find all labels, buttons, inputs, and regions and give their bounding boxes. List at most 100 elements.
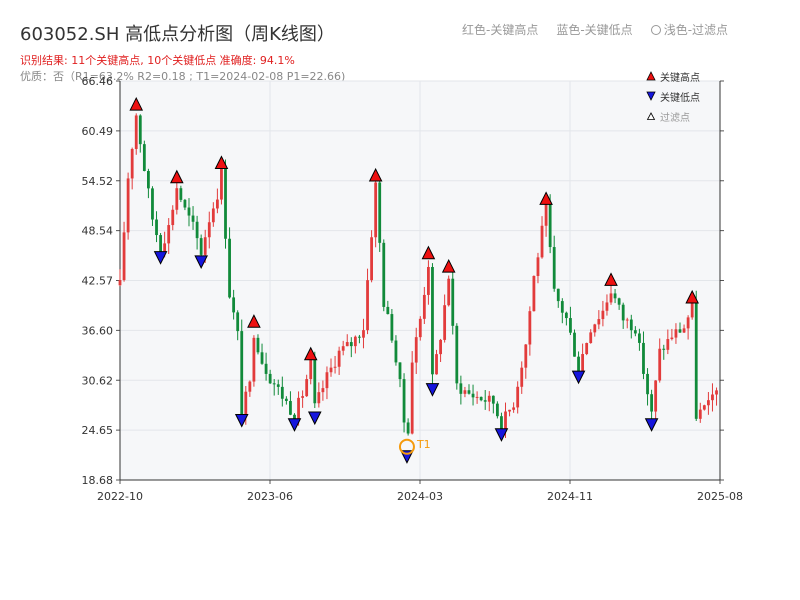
candle-body — [698, 409, 702, 419]
y-tick-label: 42.57 — [82, 275, 114, 288]
candle-body — [520, 367, 524, 387]
candle-body — [552, 247, 556, 289]
key-high-marker — [685, 289, 699, 304]
candle-body — [585, 343, 589, 355]
candle-body — [467, 390, 471, 394]
candle-body — [475, 396, 479, 398]
legend-high-note: 红色-关键高点 — [462, 23, 539, 37]
candle-body — [406, 422, 410, 434]
candle-body — [694, 301, 698, 419]
candle-body — [593, 324, 597, 333]
candle-body — [646, 373, 649, 395]
key-high-marker — [214, 155, 229, 170]
candle-body — [203, 237, 207, 255]
candle-body — [414, 337, 418, 363]
candle-body — [378, 182, 382, 243]
candle-body — [272, 383, 276, 385]
candle-body — [508, 409, 511, 412]
candle-body — [236, 312, 240, 332]
red-triangle-up-icon — [646, 71, 656, 81]
candle-body — [232, 297, 236, 313]
legend-item-high: 关键高点 — [646, 66, 700, 86]
candle-body — [142, 144, 146, 171]
candle-body — [544, 202, 548, 226]
candle-body — [199, 238, 203, 255]
legend-high-label: 关键高点 — [660, 72, 700, 84]
legend-low-note: 蓝色-关键低点 — [556, 23, 633, 37]
candle-body — [155, 219, 158, 236]
y-tick-label: 60.49 — [82, 125, 114, 138]
candle-body — [556, 288, 560, 302]
x-tick-label: 2024-03 — [397, 490, 443, 503]
candle-body — [621, 304, 625, 321]
circle-icon — [650, 25, 661, 35]
candle-body — [390, 314, 394, 341]
candle-body — [337, 350, 341, 367]
key-low-marker — [287, 418, 302, 432]
candle-body — [670, 337, 674, 340]
key-high-marker — [604, 272, 618, 286]
x-tick-label: 2023-06 — [247, 490, 293, 503]
key-high-marker — [539, 191, 553, 205]
candle-body — [159, 235, 162, 254]
candle-body — [147, 170, 150, 189]
candle-body — [702, 405, 706, 410]
candle-body — [138, 115, 142, 145]
candle-body — [284, 398, 288, 401]
candle-body — [662, 348, 666, 350]
candle-body — [548, 202, 552, 248]
candle-body — [289, 400, 292, 415]
candle-body — [220, 168, 223, 200]
y-tick-label: 24.65 — [82, 424, 114, 437]
candle-body — [573, 332, 576, 357]
candle-body — [297, 397, 300, 422]
candle-body — [532, 275, 536, 312]
candle-body — [577, 356, 580, 372]
candle-body — [195, 221, 199, 239]
candle-body — [187, 207, 191, 216]
y-tick-label: 48.54 — [82, 225, 114, 238]
key-high-marker — [441, 258, 456, 273]
candle-body — [151, 188, 154, 220]
candle-body — [686, 317, 690, 329]
candle-body — [309, 359, 313, 380]
candle-body — [459, 383, 463, 394]
candle-body — [524, 344, 528, 368]
candle-body — [455, 325, 459, 384]
candle-body — [483, 400, 487, 402]
candle-body — [240, 331, 244, 416]
top-color-legend: 红色-关键高点 蓝色-关键低点 浅色-过滤点 — [462, 21, 728, 38]
candle-body — [540, 225, 544, 258]
candle-body — [487, 395, 491, 402]
candle-body — [654, 380, 658, 412]
legend-filtered-label: 过滤点 — [660, 112, 690, 124]
candle-body — [451, 278, 455, 326]
candle-body — [163, 243, 167, 254]
candle-body — [690, 301, 694, 318]
candle-body — [362, 330, 365, 338]
candle-body — [134, 115, 138, 149]
candle-body — [207, 222, 211, 238]
legend-low-label: 关键低点 — [660, 92, 700, 104]
candle-body — [609, 293, 613, 303]
legend-filtered-text: 浅色-过滤点 — [663, 23, 729, 37]
candle-body — [463, 390, 467, 394]
candle-body — [629, 319, 633, 331]
candle-body — [349, 342, 353, 347]
candle-body — [248, 381, 252, 392]
legend-filtered-note: 浅色-过滤点 — [650, 21, 729, 38]
candle-body — [650, 394, 653, 412]
key-high-marker — [129, 96, 144, 111]
candle-body — [633, 330, 637, 334]
candle-body — [118, 280, 122, 286]
candle-body — [353, 336, 357, 347]
candle-body — [707, 400, 710, 406]
candle-body — [601, 310, 605, 320]
candle-body — [560, 301, 564, 313]
y-tick-label: 30.62 — [82, 374, 114, 387]
candle-body — [252, 337, 256, 382]
candle-body — [435, 354, 438, 375]
x-tick-label: 2022-10 — [97, 490, 143, 503]
candle-body — [126, 178, 130, 233]
candle-body — [175, 188, 179, 210]
